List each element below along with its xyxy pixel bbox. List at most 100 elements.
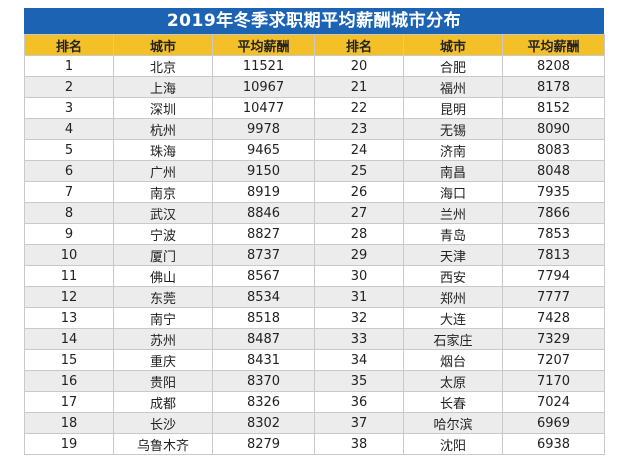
right-rank-cell: 37 <box>314 412 404 434</box>
right-city-cell: 青岛 <box>403 223 503 245</box>
right-salary-cell: 7853 <box>502 223 605 245</box>
right-city-cell: 太原 <box>403 370 503 392</box>
right-rank-cell: 38 <box>314 433 404 455</box>
salary-ranking-sheet: 2019年冬季求职期平均薪酬城市分布 排名 城市 平均薪酬 排名 城市 平均薪酬… <box>24 8 605 465</box>
left-city-cell: 成都 <box>113 391 213 413</box>
right-city-cell: 烟台 <box>403 349 503 371</box>
left-rank-cell: 5 <box>24 139 114 161</box>
left-city-cell: 厦门 <box>113 244 213 266</box>
left-salary-cell: 10477 <box>212 97 315 119</box>
table-row: 18 长沙 8302 37 哈尔滨 6969 <box>24 412 605 434</box>
header-salary-left: 平均薪酬 <box>212 34 315 56</box>
right-rank-cell: 20 <box>314 55 404 77</box>
left-rank-cell: 14 <box>24 328 114 350</box>
right-salary-cell: 7170 <box>502 370 605 392</box>
left-salary-cell: 8737 <box>212 244 315 266</box>
table-row: 13 南宁 8518 32 大连 7428 <box>24 307 605 329</box>
left-salary-cell: 8431 <box>212 349 315 371</box>
table-row: 2 上海 10967 21 福州 8178 <box>24 76 605 98</box>
left-city-cell: 武汉 <box>113 202 213 224</box>
table-row: 16 贵阳 8370 35 太原 7170 <box>24 370 605 392</box>
right-city-cell: 石家庄 <box>403 328 503 350</box>
right-salary-cell: 8048 <box>502 160 605 182</box>
right-salary-cell: 8208 <box>502 55 605 77</box>
right-city-cell: 西安 <box>403 265 503 287</box>
table-row: 11 佛山 8567 30 西安 7794 <box>24 265 605 287</box>
right-city-cell: 南昌 <box>403 160 503 182</box>
header-row: 排名 城市 平均薪酬 排名 城市 平均薪酬 <box>24 34 605 56</box>
left-rank-cell: 7 <box>24 181 114 203</box>
left-rank-cell: 13 <box>24 307 114 329</box>
left-salary-cell: 8534 <box>212 286 315 308</box>
left-salary-cell: 8279 <box>212 433 315 455</box>
left-salary-cell: 9978 <box>212 118 315 140</box>
left-city-cell: 宁波 <box>113 223 213 245</box>
left-city-cell: 深圳 <box>113 97 213 119</box>
right-city-cell: 昆明 <box>403 97 503 119</box>
left-rank-cell: 16 <box>24 370 114 392</box>
left-salary-cell: 8326 <box>212 391 315 413</box>
left-rank-cell: 4 <box>24 118 114 140</box>
right-salary-cell: 8083 <box>502 139 605 161</box>
left-city-cell: 重庆 <box>113 349 213 371</box>
left-salary-cell: 10967 <box>212 76 315 98</box>
right-rank-cell: 35 <box>314 370 404 392</box>
left-city-cell: 长沙 <box>113 412 213 434</box>
table-row: 7 南京 8919 26 海口 7935 <box>24 181 605 203</box>
left-salary-cell: 8487 <box>212 328 315 350</box>
left-rank-cell: 17 <box>24 391 114 413</box>
right-rank-cell: 36 <box>314 391 404 413</box>
left-rank-cell: 8 <box>24 202 114 224</box>
right-rank-cell: 30 <box>314 265 404 287</box>
right-salary-cell: 7866 <box>502 202 605 224</box>
left-rank-cell: 3 <box>24 97 114 119</box>
table-row: 5 珠海 9465 24 济南 8083 <box>24 139 605 161</box>
left-rank-cell: 9 <box>24 223 114 245</box>
left-salary-cell: 8370 <box>212 370 315 392</box>
table-row: 1 北京 11521 20 合肥 8208 <box>24 55 605 77</box>
header-city-left: 城市 <box>113 34 213 56</box>
left-salary-cell: 8846 <box>212 202 315 224</box>
left-city-cell: 东莞 <box>113 286 213 308</box>
right-city-cell: 沈阳 <box>403 433 503 455</box>
right-city-cell: 哈尔滨 <box>403 412 503 434</box>
right-salary-cell: 8090 <box>502 118 605 140</box>
left-salary-cell: 11521 <box>212 55 315 77</box>
right-city-cell: 济南 <box>403 139 503 161</box>
right-city-cell: 长春 <box>403 391 503 413</box>
right-rank-cell: 21 <box>314 76 404 98</box>
right-city-cell: 大连 <box>403 307 503 329</box>
left-rank-cell: 10 <box>24 244 114 266</box>
right-rank-cell: 23 <box>314 118 404 140</box>
right-salary-cell: 7024 <box>502 391 605 413</box>
right-rank-cell: 25 <box>314 160 404 182</box>
right-rank-cell: 29 <box>314 244 404 266</box>
left-rank-cell: 2 <box>24 76 114 98</box>
right-salary-cell: 7813 <box>502 244 605 266</box>
header-city-right: 城市 <box>403 34 503 56</box>
right-city-cell: 天津 <box>403 244 503 266</box>
table-row: 8 武汉 8846 27 兰州 7866 <box>24 202 605 224</box>
right-salary-cell: 7935 <box>502 181 605 203</box>
right-salary-cell: 7329 <box>502 328 605 350</box>
table-row: 10 厦门 8737 29 天津 7813 <box>24 244 605 266</box>
right-city-cell: 兰州 <box>403 202 503 224</box>
left-rank-cell: 15 <box>24 349 114 371</box>
left-city-cell: 苏州 <box>113 328 213 350</box>
right-rank-cell: 22 <box>314 97 404 119</box>
right-rank-cell: 34 <box>314 349 404 371</box>
left-salary-cell: 8302 <box>212 412 315 434</box>
right-rank-cell: 33 <box>314 328 404 350</box>
header-rank-right: 排名 <box>314 34 404 56</box>
left-rank-cell: 1 <box>24 55 114 77</box>
right-salary-cell: 8178 <box>502 76 605 98</box>
table-header: 排名 城市 平均薪酬 排名 城市 平均薪酬 <box>24 34 605 56</box>
table-row: 9 宁波 8827 28 青岛 7853 <box>24 223 605 245</box>
table-row: 15 重庆 8431 34 烟台 7207 <box>24 349 605 371</box>
left-city-cell: 南宁 <box>113 307 213 329</box>
right-rank-cell: 31 <box>314 286 404 308</box>
right-city-cell: 合肥 <box>403 55 503 77</box>
right-rank-cell: 24 <box>314 139 404 161</box>
right-salary-cell: 7794 <box>502 265 605 287</box>
right-salary-cell: 6969 <box>502 412 605 434</box>
